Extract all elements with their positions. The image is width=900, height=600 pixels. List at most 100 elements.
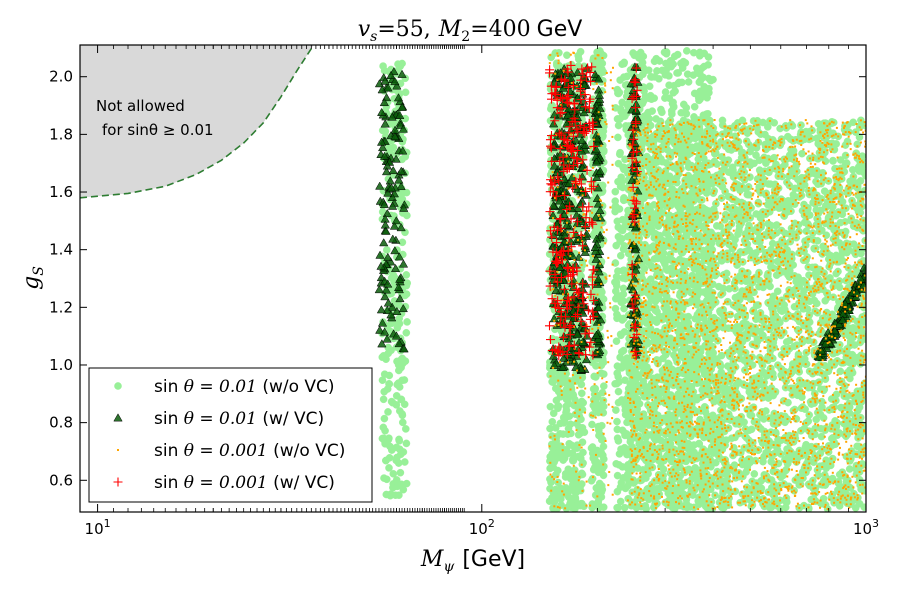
data-point: [695, 90, 703, 98]
data-point: [402, 281, 411, 290]
data-point: [750, 470, 759, 478]
excluded-region: [80, 45, 315, 199]
data-point: [623, 72, 631, 81]
data-point: [613, 425, 622, 434]
data-point: [682, 110, 691, 118]
data-point: [578, 389, 586, 398]
data-point: [596, 431, 605, 439]
data-point: [402, 271, 411, 279]
data-point: [635, 440, 643, 448]
data-point: [668, 99, 677, 108]
data-point: [753, 337, 762, 346]
data-point: [619, 163, 627, 171]
data-point: [781, 229, 790, 238]
data-point: [403, 318, 411, 326]
data-point: [616, 330, 625, 339]
data-point: [665, 81, 673, 89]
data-point: [395, 435, 403, 444]
data-point: [842, 159, 851, 167]
data-point: [402, 328, 411, 337]
data-point: [379, 395, 388, 404]
data-point: [565, 439, 574, 448]
data-point: [574, 452, 583, 461]
data-point: [645, 82, 654, 91]
data-point: [396, 450, 405, 459]
data-point: [613, 417, 621, 426]
data-point: [845, 324, 854, 333]
data-point: [599, 396, 608, 405]
data-point: [591, 404, 599, 413]
data-point: [738, 148, 747, 157]
data-point: [779, 471, 787, 480]
data-point: [387, 397, 396, 406]
data-point: [393, 482, 402, 491]
data-point: [548, 417, 557, 426]
data-point: [703, 287, 711, 295]
data-point: [851, 504, 860, 512]
data-point: [820, 187, 829, 195]
data-point: [837, 251, 845, 260]
data-point: [685, 367, 694, 376]
chart-title: vs=55, M2=400 GeV: [358, 17, 583, 45]
data-point: [845, 465, 854, 473]
data-point: [385, 464, 393, 472]
data-point: [620, 503, 629, 512]
data-point: [674, 79, 683, 88]
data-point: [659, 249, 668, 257]
data-point: [813, 236, 822, 245]
data-point: [648, 73, 656, 81]
data-point: [625, 99, 633, 107]
data-point: [616, 115, 624, 123]
data-point: [600, 370, 608, 378]
data-point: [613, 487, 622, 496]
data-point: [550, 440, 558, 449]
data-point: [671, 87, 679, 95]
data-point: [568, 469, 577, 478]
data-point: [684, 78, 693, 86]
data-point: [821, 157, 830, 165]
data-point: [674, 69, 683, 77]
data-point: [764, 219, 772, 228]
data-point: [743, 190, 752, 199]
data-point: [401, 291, 409, 300]
data-point: [829, 202, 837, 211]
data-point: [849, 240, 858, 248]
excluded-region-fill: [80, 45, 314, 198]
data-point: [642, 505, 650, 512]
data-point: [546, 402, 555, 411]
data-point: [684, 312, 693, 321]
data-point: [841, 227, 850, 236]
data-point: [616, 76, 624, 84]
data-point: [723, 471, 732, 480]
data-point: [546, 464, 554, 473]
data-point: [611, 278, 619, 287]
data-point: [685, 193, 694, 202]
data-point: [547, 53, 556, 62]
data-point: [705, 257, 714, 266]
data-point: [579, 459, 587, 467]
data-point: [402, 479, 411, 488]
data-point: [647, 225, 656, 233]
data-point: [387, 346, 395, 355]
data-point: [814, 120, 823, 128]
data-point: [385, 380, 393, 388]
data-point: [662, 59, 670, 68]
data-point: [382, 246, 391, 254]
data-point: [691, 178, 700, 187]
data-point: [595, 503, 603, 512]
series-1: [378, 47, 866, 512]
data-point: [715, 476, 724, 485]
data-point: [558, 454, 566, 463]
data-point: [642, 363, 651, 372]
data-point: [653, 307, 661, 316]
data-point: [384, 408, 392, 416]
data-point: [792, 277, 800, 286]
data-point: [650, 57, 659, 66]
data-point: [571, 493, 579, 501]
data-point: [764, 180, 773, 188]
data-point: [612, 241, 621, 250]
data-point: [833, 431, 842, 440]
data-point: [789, 190, 798, 199]
data-point: [398, 411, 407, 420]
data-point: [826, 251, 835, 260]
